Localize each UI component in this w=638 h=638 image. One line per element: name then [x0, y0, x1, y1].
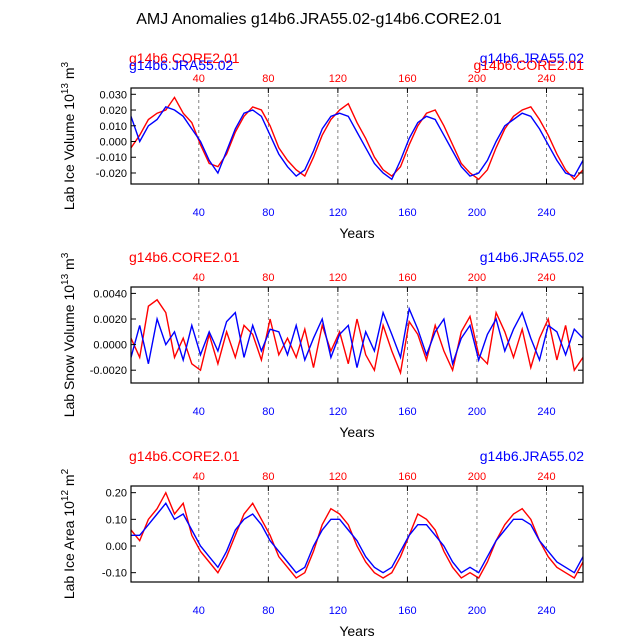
xtick-bottom-label: 200 [468, 605, 486, 617]
xtick-bottom-label: 40 [193, 207, 205, 219]
y-axis-label-text: Lab Snow Volume 10 [61, 285, 77, 418]
xtick-bottom-label: 120 [329, 207, 347, 219]
xtick-bottom-label: 200 [468, 406, 486, 418]
y-axis-label: Lab Ice Area 1012 m2 [60, 468, 77, 599]
xtick-top-label: 160 [398, 272, 416, 284]
ytick-label: 0.0020 [93, 314, 127, 326]
chart-panel-3: 40 40 80 80 120 120 160 160 200 200 240 240 -0.10 0.0… [60, 448, 584, 638]
y-axis-label-text: m [61, 258, 77, 274]
series-label-core: g14b6.CORE2.01 [129, 249, 240, 265]
figure-title: AMJ Anomalies g14b6.JRA55.02-g14b6.CORE2… [136, 11, 502, 28]
xtick-top-label: 80 [262, 272, 274, 284]
y-axis-label-text: Lab Ice Area 10 [61, 501, 77, 599]
xtick-top-label: 200 [468, 73, 486, 85]
xtick-bottom-label: 160 [398, 406, 416, 418]
xtick-bottom-label: 240 [537, 406, 555, 418]
xtick-top-label: 200 [468, 272, 486, 284]
y-axis-label: Lab Ice Volume 1013 m3 [60, 61, 77, 210]
plot-frame [130, 485, 584, 583]
ytick-label: 0.0040 [93, 288, 127, 300]
plot-frame [130, 87, 584, 185]
ytick-label: -0.0020 [90, 365, 127, 377]
x-axis-label: Years [339, 623, 374, 638]
panels-container: 40408080120120160160200200240240-0.020-0… [60, 50, 584, 638]
ytick-label: -0.010 [96, 152, 127, 164]
xtick-bottom-label: 80 [262, 406, 274, 418]
y-axis-label-text: m [61, 474, 77, 490]
ytick-label: 0.020 [99, 105, 127, 117]
series-label-core: g14b6.CORE2.01 [129, 50, 240, 66]
y-axis-label-exponent: 2 [60, 468, 71, 474]
series-label-jra-overlap: g14b6.JRA55.02 [129, 57, 234, 73]
xtick-bottom-label: 40 [193, 605, 205, 617]
xtick-bottom-label: 120 [329, 406, 347, 418]
series-line-jra [131, 306, 583, 368]
ytick-label: 0.000 [99, 137, 127, 149]
xtick-top-label: 80 [262, 73, 274, 85]
xtick-top-label: 40 [193, 73, 205, 85]
series-line-jra [131, 502, 583, 574]
y-axis-label-text: Lab Ice Volume 10 [61, 94, 77, 210]
series-label-core-overlap: g14b6.CORE2.01 [473, 57, 584, 73]
xtick-top-label: 240 [537, 471, 555, 483]
xtick-bottom-label: 80 [262, 207, 274, 219]
xtick-bottom-label: 160 [398, 207, 416, 219]
xtick-bottom-label: 240 [537, 207, 555, 219]
x-axis-label: Years [339, 225, 374, 241]
xtick-bottom-label: 80 [262, 605, 274, 617]
y-axis-label-exponent: 3 [60, 252, 71, 258]
xtick-top-label: 120 [329, 73, 347, 85]
y-axis-label-text: m [61, 67, 77, 83]
ytick-label: -0.10 [102, 568, 127, 580]
series-label-jra: g14b6.JRA55.02 [480, 448, 585, 464]
series-line-core [131, 96, 583, 181]
ytick-label: 0.0000 [93, 340, 127, 352]
y-axis-label-exponent: 3 [60, 61, 71, 67]
xtick-bottom-label: 240 [537, 605, 555, 617]
x-axis-label: Years [339, 424, 374, 440]
xtick-top-label: 160 [398, 471, 416, 483]
xtick-bottom-label: 40 [193, 406, 205, 418]
xtick-top-label: 240 [537, 272, 555, 284]
ytick-label: 0.00 [106, 541, 127, 553]
series-line-core [131, 298, 583, 376]
y-axis-label-exponent: 13 [60, 273, 71, 285]
xtick-top-label: 40 [193, 471, 205, 483]
ytick-label: 0.20 [106, 488, 127, 500]
series-label-jra: g14b6.JRA55.02 [480, 249, 585, 265]
xtick-top-label: 120 [329, 471, 347, 483]
chart-panel-2: 40 40 80 80 120 120 160 160 200 200 240 240 -0.0020 0… [60, 249, 584, 440]
ytick-label: -0.020 [96, 168, 127, 180]
y-axis-label-exponent: 12 [60, 490, 71, 502]
xtick-top-label: 120 [329, 272, 347, 284]
ytick-label: 0.030 [99, 89, 127, 101]
xtick-top-label: 80 [262, 471, 274, 483]
y-axis-label: Lab Snow Volume 1013 m3 [60, 252, 77, 417]
ytick-label: 0.10 [106, 514, 127, 526]
series-line-core [131, 491, 583, 579]
ytick-label: 0.010 [99, 121, 127, 133]
y-axis-label-exponent: 13 [60, 83, 71, 95]
xtick-bottom-label: 200 [468, 207, 486, 219]
chart-panel-1: 40 40 80 80 120 120 160 160 200 200 240 240 -0.020 -0… [60, 50, 584, 241]
series-label-core: g14b6.CORE2.01 [129, 448, 240, 464]
xtick-top-label: 40 [193, 272, 205, 284]
xtick-bottom-label: 160 [398, 605, 416, 617]
xtick-bottom-label: 120 [329, 605, 347, 617]
xtick-top-label: 160 [398, 73, 416, 85]
series-label-jra: g14b6.JRA55.02 [480, 50, 585, 66]
series-line-jra [131, 106, 583, 181]
xtick-top-label: 200 [468, 471, 486, 483]
plot-frame [130, 286, 584, 384]
xtick-top-label: 240 [537, 73, 555, 85]
